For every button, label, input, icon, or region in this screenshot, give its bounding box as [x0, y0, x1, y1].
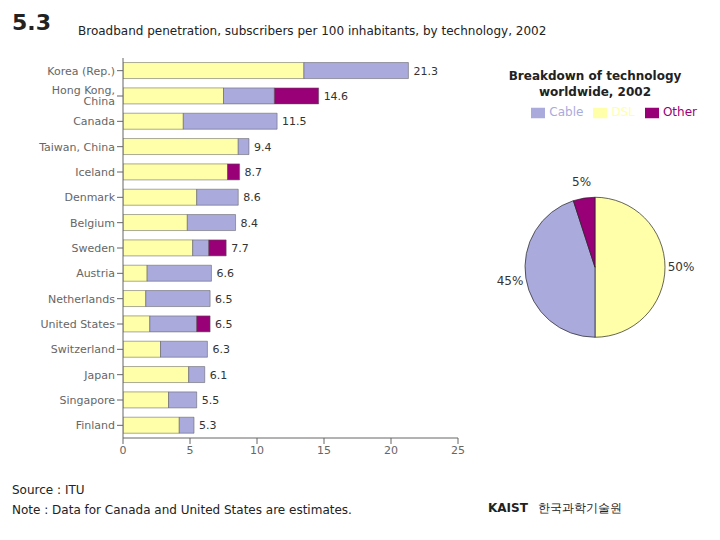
svg-text:14.6: 14.6 — [324, 90, 349, 103]
svg-text:United States: United States — [41, 318, 116, 331]
svg-text:Taiwan, China: Taiwan, China — [38, 141, 115, 154]
svg-text:Hong Kong,China: Hong Kong,China — [52, 84, 115, 108]
svg-text:20: 20 — [384, 444, 398, 457]
svg-text:6.5: 6.5 — [215, 293, 233, 306]
html-text:Breakdown of technology: Breakdown of technology — [508, 69, 682, 83]
html-text:한국과학기술원: 한국과학기술원 — [537, 501, 622, 515]
svg-text:45%: 45% — [497, 274, 524, 288]
svg-text:11.5: 11.5 — [282, 115, 307, 128]
svg-text:Belgium: Belgium — [70, 217, 115, 230]
html-text:Note : Data for Canada and Uni: Note : Data for Canada and United States… — [12, 503, 352, 517]
svg-text:15: 15 — [317, 444, 331, 457]
svg-text:50%: 50% — [668, 260, 695, 274]
svg-text:21.3: 21.3 — [413, 65, 438, 78]
svg-text:Netherlands: Netherlands — [48, 293, 115, 306]
svg-text:Sweden: Sweden — [72, 242, 115, 255]
svg-text:6.5: 6.5 — [215, 318, 233, 331]
html-text:KAIST: KAIST — [488, 501, 528, 515]
svg-text:7.7: 7.7 — [231, 242, 249, 255]
html-text:Broadband penetration, subscri: Broadband penetration, subscribers per 1… — [78, 24, 547, 38]
svg-text:10: 10 — [250, 444, 264, 457]
html-text:Source : ITU: Source : ITU — [12, 483, 85, 497]
svg-text:8.7: 8.7 — [245, 166, 263, 179]
html-text:Other: Other — [662, 105, 697, 119]
svg-text:8.6: 8.6 — [243, 191, 260, 204]
svg-text:25: 25 — [451, 444, 465, 457]
html-text:5.3: 5.3 — [12, 10, 51, 35]
html-text:Cable: Cable — [549, 105, 584, 119]
svg-text:6.6: 6.6 — [216, 267, 234, 280]
svg-text:Denmark: Denmark — [64, 191, 115, 204]
svg-text:Iceland: Iceland — [75, 166, 115, 179]
svg-text:Singapore: Singapore — [60, 394, 116, 407]
svg-text:5: 5 — [187, 444, 194, 457]
svg-text:6.3: 6.3 — [212, 343, 230, 356]
svg-text:0: 0 — [120, 444, 127, 457]
svg-text:Korea (Rep.): Korea (Rep.) — [47, 65, 115, 78]
svg-text:8.4: 8.4 — [241, 217, 259, 230]
svg-text:6.1: 6.1 — [210, 369, 228, 382]
svg-text:5%: 5% — [572, 175, 591, 189]
html-text:worldwide, 2002: worldwide, 2002 — [539, 85, 651, 99]
svg-text:Switzerland: Switzerland — [51, 343, 115, 356]
svg-text:Finland: Finland — [76, 419, 115, 432]
svg-text:5.3: 5.3 — [199, 419, 217, 432]
svg-text:Japan: Japan — [83, 369, 115, 382]
html-text:DSL: DSL — [611, 105, 635, 119]
svg-text:Austria: Austria — [76, 267, 115, 280]
svg-text:9.4: 9.4 — [254, 141, 272, 154]
svg-text:5.5: 5.5 — [202, 394, 220, 407]
svg-text:Canada: Canada — [73, 115, 115, 128]
